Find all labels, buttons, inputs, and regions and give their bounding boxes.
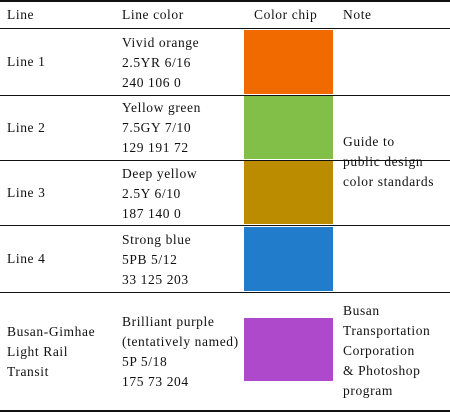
note-text: Busan	[343, 303, 380, 318]
line-name: Line 3	[7, 185, 46, 200]
rgb-values: 33 125 203	[122, 272, 189, 287]
note-text: program	[343, 383, 393, 398]
row-separator	[0, 95, 450, 96]
row-line-light-rail: Busan-Gimhae Light Rail Transit	[7, 322, 95, 382]
line-color-light-rail: Brilliant purple (tentatively named) 5P …	[122, 312, 239, 392]
note-text: & Photoshop	[343, 363, 421, 378]
header-color-chip: Color chip	[254, 7, 318, 22]
table-top-rule	[0, 0, 450, 2]
row-separator	[0, 225, 450, 226]
munsell-code: 5PB 5/12	[122, 252, 178, 267]
rgb-values: 187 140 0	[122, 206, 182, 221]
line-name: Line 1	[7, 54, 46, 69]
rgb-values: 175 73 204	[122, 374, 189, 389]
row-line-3: Line 3	[7, 161, 45, 225]
color-name: Strong blue	[122, 232, 192, 247]
color-chip-1	[244, 30, 333, 94]
row-line-4: Line 4	[7, 226, 45, 292]
note-text: Corporation	[343, 343, 415, 358]
color-name: Yellow green	[122, 100, 201, 115]
color-name: Deep yellow	[122, 166, 198, 181]
row-line-1: Line 1	[7, 29, 45, 95]
header-note: Note	[343, 7, 372, 22]
munsell-code: 7.5GY 7/10	[122, 120, 192, 135]
line-color-3: Deep yellow 2.5Y 6/10 187 140 0	[122, 164, 197, 224]
note-lines-1-4: Guide to public design color standards	[343, 132, 434, 192]
color-name: Brilliant purple	[122, 314, 215, 329]
header-rule	[0, 28, 450, 29]
line-name-part: Transit	[7, 364, 49, 379]
note-light-rail: Busan Transportation Corporation & Photo…	[343, 301, 430, 401]
munsell-code: 2.5YR 6/16	[122, 55, 192, 70]
line-color-1: Vivid orange 2.5YR 6/16 240 106 0	[122, 33, 199, 93]
color-name: Vivid orange	[122, 35, 200, 50]
color-name-note: (tentatively named)	[122, 334, 239, 349]
munsell-code: 2.5Y 6/10	[122, 186, 181, 201]
header-line: Line	[7, 7, 35, 22]
row-separator	[0, 292, 450, 293]
note-text: public design	[343, 154, 424, 169]
line-name: Line 4	[7, 251, 46, 266]
note-text: Guide to	[343, 134, 395, 149]
line-color-4: Strong blue 5PB 5/12 33 125 203	[122, 230, 191, 290]
color-chip-4	[244, 227, 333, 291]
note-text: Transportation	[343, 323, 431, 338]
color-chip-3	[244, 161, 333, 224]
line-name-part: Busan-Gimhae	[7, 324, 96, 339]
line-name: Line 2	[7, 120, 46, 135]
table-bottom-rule	[0, 410, 450, 412]
color-chip-light-rail	[244, 318, 333, 381]
color-chip-2	[244, 96, 333, 159]
header-line-color: Line color	[122, 7, 184, 22]
note-text: color standards	[343, 174, 435, 189]
row-line-2: Line 2	[7, 96, 45, 160]
rgb-values: 240 106 0	[122, 75, 182, 90]
line-color-2: Yellow green 7.5GY 7/10 129 191 72	[122, 98, 201, 158]
line-name-part: Light Rail	[7, 344, 69, 359]
row-separator	[0, 160, 450, 161]
rgb-values: 129 191 72	[122, 140, 189, 155]
munsell-code: 5P 5/18	[122, 354, 168, 369]
